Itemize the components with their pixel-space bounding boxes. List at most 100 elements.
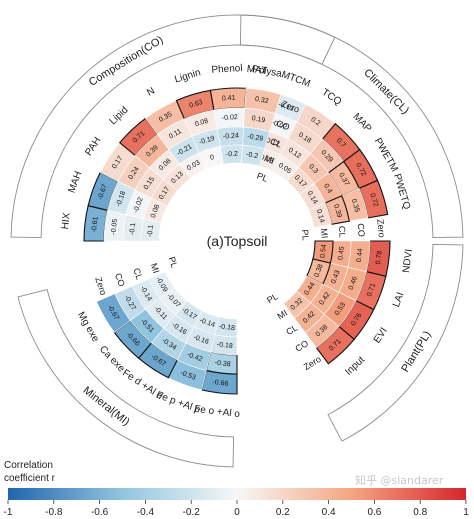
group-title: Plant(PL) — [399, 329, 433, 374]
group-frame — [239, 14, 464, 239]
variable-label: Polysa — [251, 64, 283, 80]
variable-label: Ca exe — [97, 344, 127, 375]
legend-title-line1: Correlation — [4, 460, 53, 471]
variable-label: EVI — [372, 326, 390, 346]
cell-value: -0.1 — [129, 222, 137, 235]
colorbar-legend: Correlation coefficient r -1 -0.8 -0.6 -0.4… — [4, 460, 470, 518]
cell-value: 0.41 — [222, 95, 236, 103]
cell-value: -0.19 — [198, 135, 215, 146]
cell-value: 0.19 — [251, 115, 266, 124]
cell-value: 0.45 — [337, 246, 346, 260]
variable-label: MTCM — [280, 69, 312, 90]
variable-label: PWETQ — [391, 173, 412, 211]
ring-label: Zero — [93, 276, 108, 297]
cell-value: 0.4 — [322, 183, 333, 195]
variable-label: Fe o +Al o — [194, 404, 241, 420]
cell-value: -0.18 — [219, 323, 236, 332]
variable-label: Lignin — [173, 67, 202, 85]
cell-value: -0.66 — [212, 379, 229, 388]
colorbar — [8, 488, 466, 500]
heatmap-rings: 0.3-0.130.20.70.720.720.1-0.020.180.290.… — [83, 87, 391, 395]
legend-tick-label: -0.8 — [45, 507, 63, 518]
ring-label: MI — [319, 228, 330, 239]
ring-label: MI — [275, 308, 289, 322]
cell-value: 0.46 — [348, 276, 359, 291]
cell-value: 0.3 — [307, 163, 319, 175]
group-frame — [17, 288, 235, 468]
group-frame — [327, 243, 464, 442]
cell-value: 0.78 — [375, 250, 384, 264]
legend-tick-label: -0.2 — [183, 507, 201, 518]
ring-label: PL — [265, 291, 280, 305]
group-title: Climate(CL) — [361, 67, 411, 117]
cell-value: 0.12 — [265, 137, 280, 148]
watermark: 知乎 @slandarer — [355, 473, 444, 487]
variable-label: PWETM — [372, 136, 400, 174]
ring-label: PL — [255, 171, 269, 184]
variable-label: MAT — [246, 64, 268, 77]
legend-tick-label: 0 — [234, 507, 240, 518]
legend-tick-label: 0.4 — [322, 507, 336, 518]
cell-value: 0 — [209, 154, 215, 162]
cell-value: 0.08 — [150, 204, 161, 219]
variable-label: Fe d +Al d — [120, 368, 164, 402]
legend-title-line2: coefficient r — [4, 473, 56, 484]
cell-value: 0.7 — [335, 137, 347, 149]
variable-label: Mg exe — [75, 310, 101, 344]
ring-label: CL — [131, 267, 144, 281]
cell-value: 0.39 — [332, 203, 343, 218]
cell-value: 0.54 — [319, 244, 328, 258]
ring-label: Zero — [302, 354, 323, 372]
cell-value: 0.08 — [194, 118, 209, 129]
legend-tick-label: 1 — [463, 507, 469, 518]
ring-label: CL — [269, 136, 283, 150]
cell-value: -0.05 — [110, 218, 119, 235]
legend-tick-label: -0.4 — [137, 507, 155, 518]
cell-value: -0.02 — [222, 114, 238, 122]
variable-label: Lipid — [108, 105, 131, 128]
variable-label: MAP — [351, 111, 374, 135]
variable-label: NDVI — [401, 248, 415, 273]
heatmap-cell — [148, 271, 175, 299]
group-title: Composition(CO) — [87, 34, 166, 89]
cell-value: -0.29 — [247, 133, 264, 143]
cell-value: 0.35 — [350, 198, 361, 213]
legend-tick-label: -1 — [4, 507, 13, 518]
cell-value: 0.14 — [315, 209, 326, 224]
ring-label: CL — [284, 323, 299, 338]
cell-value: 0.38 — [313, 263, 324, 278]
legend-tick-label: 0.6 — [367, 507, 381, 518]
cell-value: 0.72 — [368, 193, 379, 208]
ring-label: MI — [149, 262, 162, 275]
ring-label: MI — [263, 153, 276, 166]
cell-value: 0.63 — [189, 99, 204, 110]
chart-title: (a)Topsoil — [207, 233, 268, 249]
variable-label: MAH — [67, 170, 85, 195]
cell-value: 0.08 — [259, 154, 274, 165]
cell-value: -0.18 — [216, 341, 233, 350]
cell-value: -0.2 — [246, 151, 259, 160]
heatmap-cell — [283, 290, 311, 319]
ring-label: CO — [356, 223, 367, 237]
ring-label: CO — [113, 272, 127, 288]
ring-label: CO — [275, 118, 291, 132]
variable-label: TCQ — [320, 87, 344, 108]
variable-label: N — [145, 86, 157, 99]
group-frame — [10, 14, 336, 239]
cell-value: -0.24 — [223, 133, 239, 141]
cell-value: 0.2 — [309, 116, 321, 127]
heatmap-cell — [241, 144, 265, 167]
legend-tick-label: 0.2 — [276, 507, 290, 518]
ring-label: CO — [293, 338, 310, 354]
cell-value: 0.44 — [356, 248, 365, 262]
cell-value: 0.32 — [254, 96, 269, 105]
cell-value: -0.38 — [214, 360, 231, 369]
legend-tick-label: -0.6 — [91, 507, 109, 518]
ring-label: PL — [300, 229, 311, 241]
cell-value: -0.1 — [147, 224, 155, 237]
variable-label: Phenol — [211, 63, 243, 76]
ring-label: PL — [167, 255, 180, 269]
ring-label: Zero — [375, 219, 387, 238]
cell-value: 0.43 — [330, 269, 341, 284]
